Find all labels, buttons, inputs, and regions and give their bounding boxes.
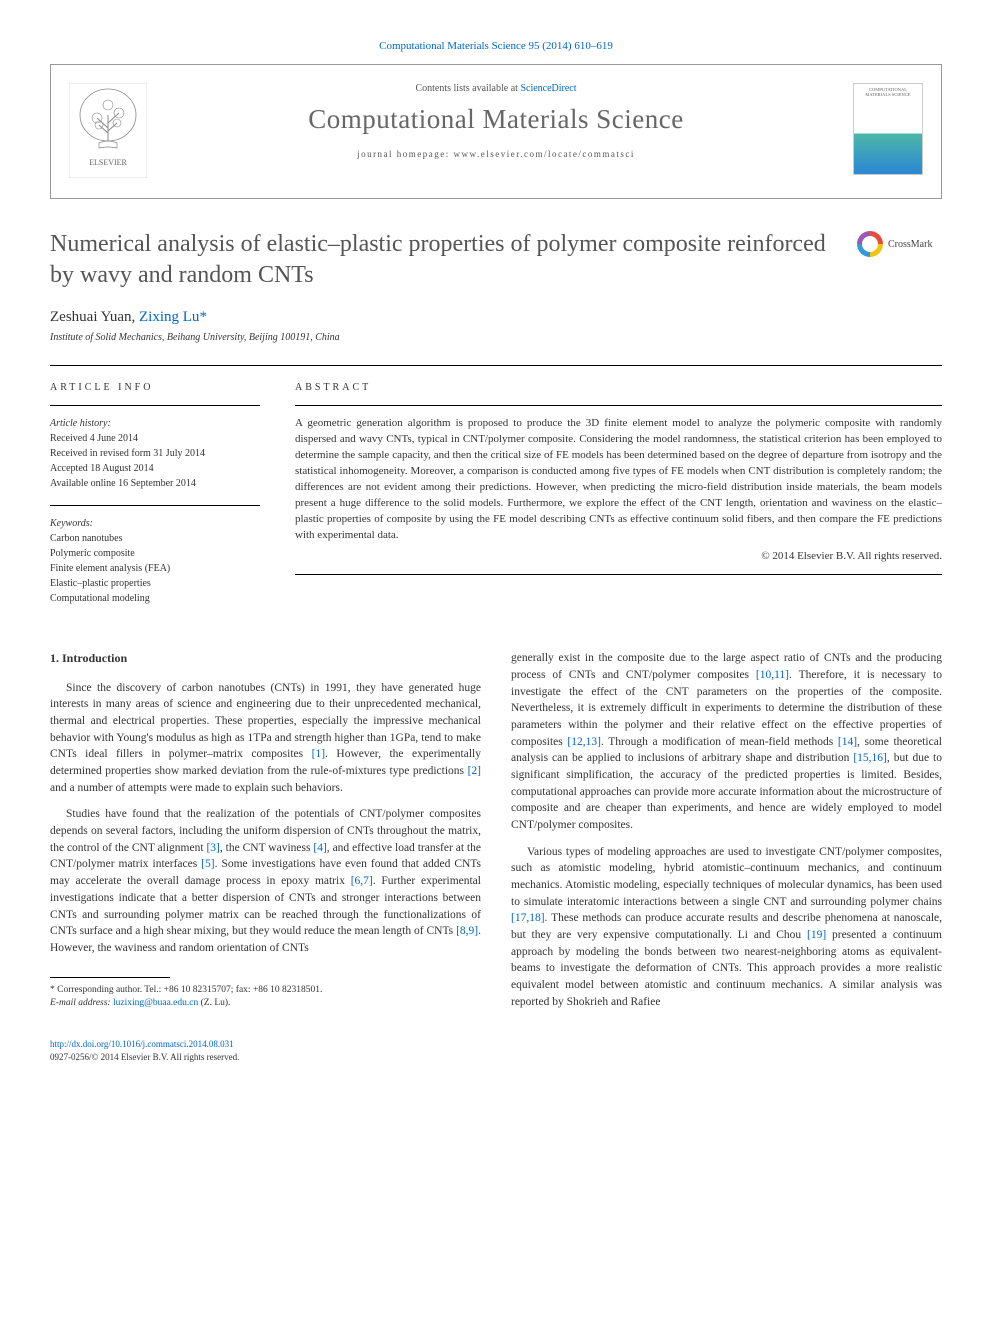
keyword-3: Finite element analysis (FEA) [50,561,260,576]
abstract-text: A geometric generation algorithm is prop… [295,416,942,544]
ref-link[interactable]: [2] [468,765,481,777]
issn-copyright: 0927-0256/© 2014 Elsevier B.V. All right… [50,1052,239,1062]
top-citation: Computational Materials Science 95 (2014… [50,40,942,52]
svg-text:ELSEVIER: ELSEVIER [89,158,127,167]
left-column: 1. Introduction Since the discovery of c… [50,650,481,1020]
journal-header: ELSEVIER Contents lists available at Sci… [50,64,942,199]
keyword-2: Polymeric composite [50,546,260,561]
homepage-link[interactable]: www.elsevier.com/locate/commatsci [454,149,635,159]
abstract-copyright: © 2014 Elsevier B.V. All rights reserved… [295,550,942,562]
affiliation: Institute of Solid Mechanics, Beihang Un… [50,332,942,343]
keyword-4: Elastic–plastic properties [50,576,260,591]
page-footer: http://dx.doi.org/10.1016/j.commatsci.20… [50,1038,942,1063]
paragraph: Studies have found that the realization … [50,806,481,956]
keyword-1: Carbon nanotubes [50,531,260,546]
keywords-head: Keywords: [50,516,260,531]
ref-link[interactable]: [15,16] [853,752,887,764]
divider [50,505,260,506]
homepage-line: journal homepage: www.elsevier.com/locat… [69,149,923,159]
ref-link[interactable]: [4] [313,842,326,854]
doi-link[interactable]: http://dx.doi.org/10.1016/j.commatsci.20… [50,1039,234,1049]
ref-link[interactable]: [19] [807,929,826,941]
paragraph: generally exist in the composite due to … [511,650,942,833]
history-received: Received 4 June 2014 [50,431,260,446]
divider [50,405,260,406]
divider [295,574,942,575]
ref-link[interactable]: [14] [838,736,857,748]
contents-available: Contents lists available at ScienceDirec… [69,83,923,94]
intro-heading: 1. Introduction [50,650,481,667]
authors: Zeshuai Yuan, Zixing Lu* [50,309,942,326]
crossmark-label: CrossMark [888,239,932,250]
paragraph: Various types of modeling approaches are… [511,844,942,1011]
email-link[interactable]: luzixing@buaa.edu.cn [113,998,198,1008]
footnote: * Corresponding author. Tel.: +86 10 823… [50,984,481,1011]
ref-link[interactable]: [12,13] [567,736,601,748]
history-accepted: Accepted 18 August 2014 [50,461,260,476]
email-label: E-mail address: [50,998,113,1008]
paragraph: Since the discovery of carbon nanotubes … [50,680,481,797]
top-citation-link[interactable]: Computational Materials Science 95 (2014… [379,40,613,52]
corresponding-note: * Corresponding author. Tel.: +86 10 823… [50,984,481,997]
ref-link[interactable]: [8,9] [456,925,478,937]
ref-link[interactable]: [6,7] [351,875,373,887]
history-online: Available online 16 September 2014 [50,476,260,491]
sciencedirect-link[interactable]: ScienceDirect [520,83,576,94]
crossmark-badge[interactable]: CrossMark [857,229,942,259]
history-revised: Received in revised form 31 July 2014 [50,446,260,461]
author-1: Zeshuai Yuan [50,309,132,325]
crossmark-icon [857,231,883,257]
article-info-head: ARTICLE INFO [50,382,260,393]
abstract-head: ABSTRACT [295,382,942,393]
history-head: Article history: [50,416,260,431]
ref-link[interactable]: [5] [201,858,214,870]
ref-link[interactable]: [1] [312,748,325,760]
keyword-5: Computational modeling [50,591,260,606]
right-column: generally exist in the composite due to … [511,650,942,1020]
corresponding-asterisk: * [199,309,207,325]
ref-link[interactable]: [10,11] [756,669,789,681]
divider [295,405,942,406]
footnote-separator [50,977,170,978]
journal-name: Computational Materials Science [69,104,923,135]
article-title: Numerical analysis of elastic–plastic pr… [50,229,837,291]
elsevier-logo: ELSEVIER [69,83,147,178]
journal-cover-thumb: COMPUTATIONAL MATERIALS SCIENCE [853,83,923,175]
author-2[interactable]: Zixing Lu [139,309,199,325]
body-columns: 1. Introduction Since the discovery of c… [50,650,942,1020]
ref-link[interactable]: [17,18] [511,912,545,924]
ref-link[interactable]: [3] [206,842,219,854]
divider [50,365,942,366]
